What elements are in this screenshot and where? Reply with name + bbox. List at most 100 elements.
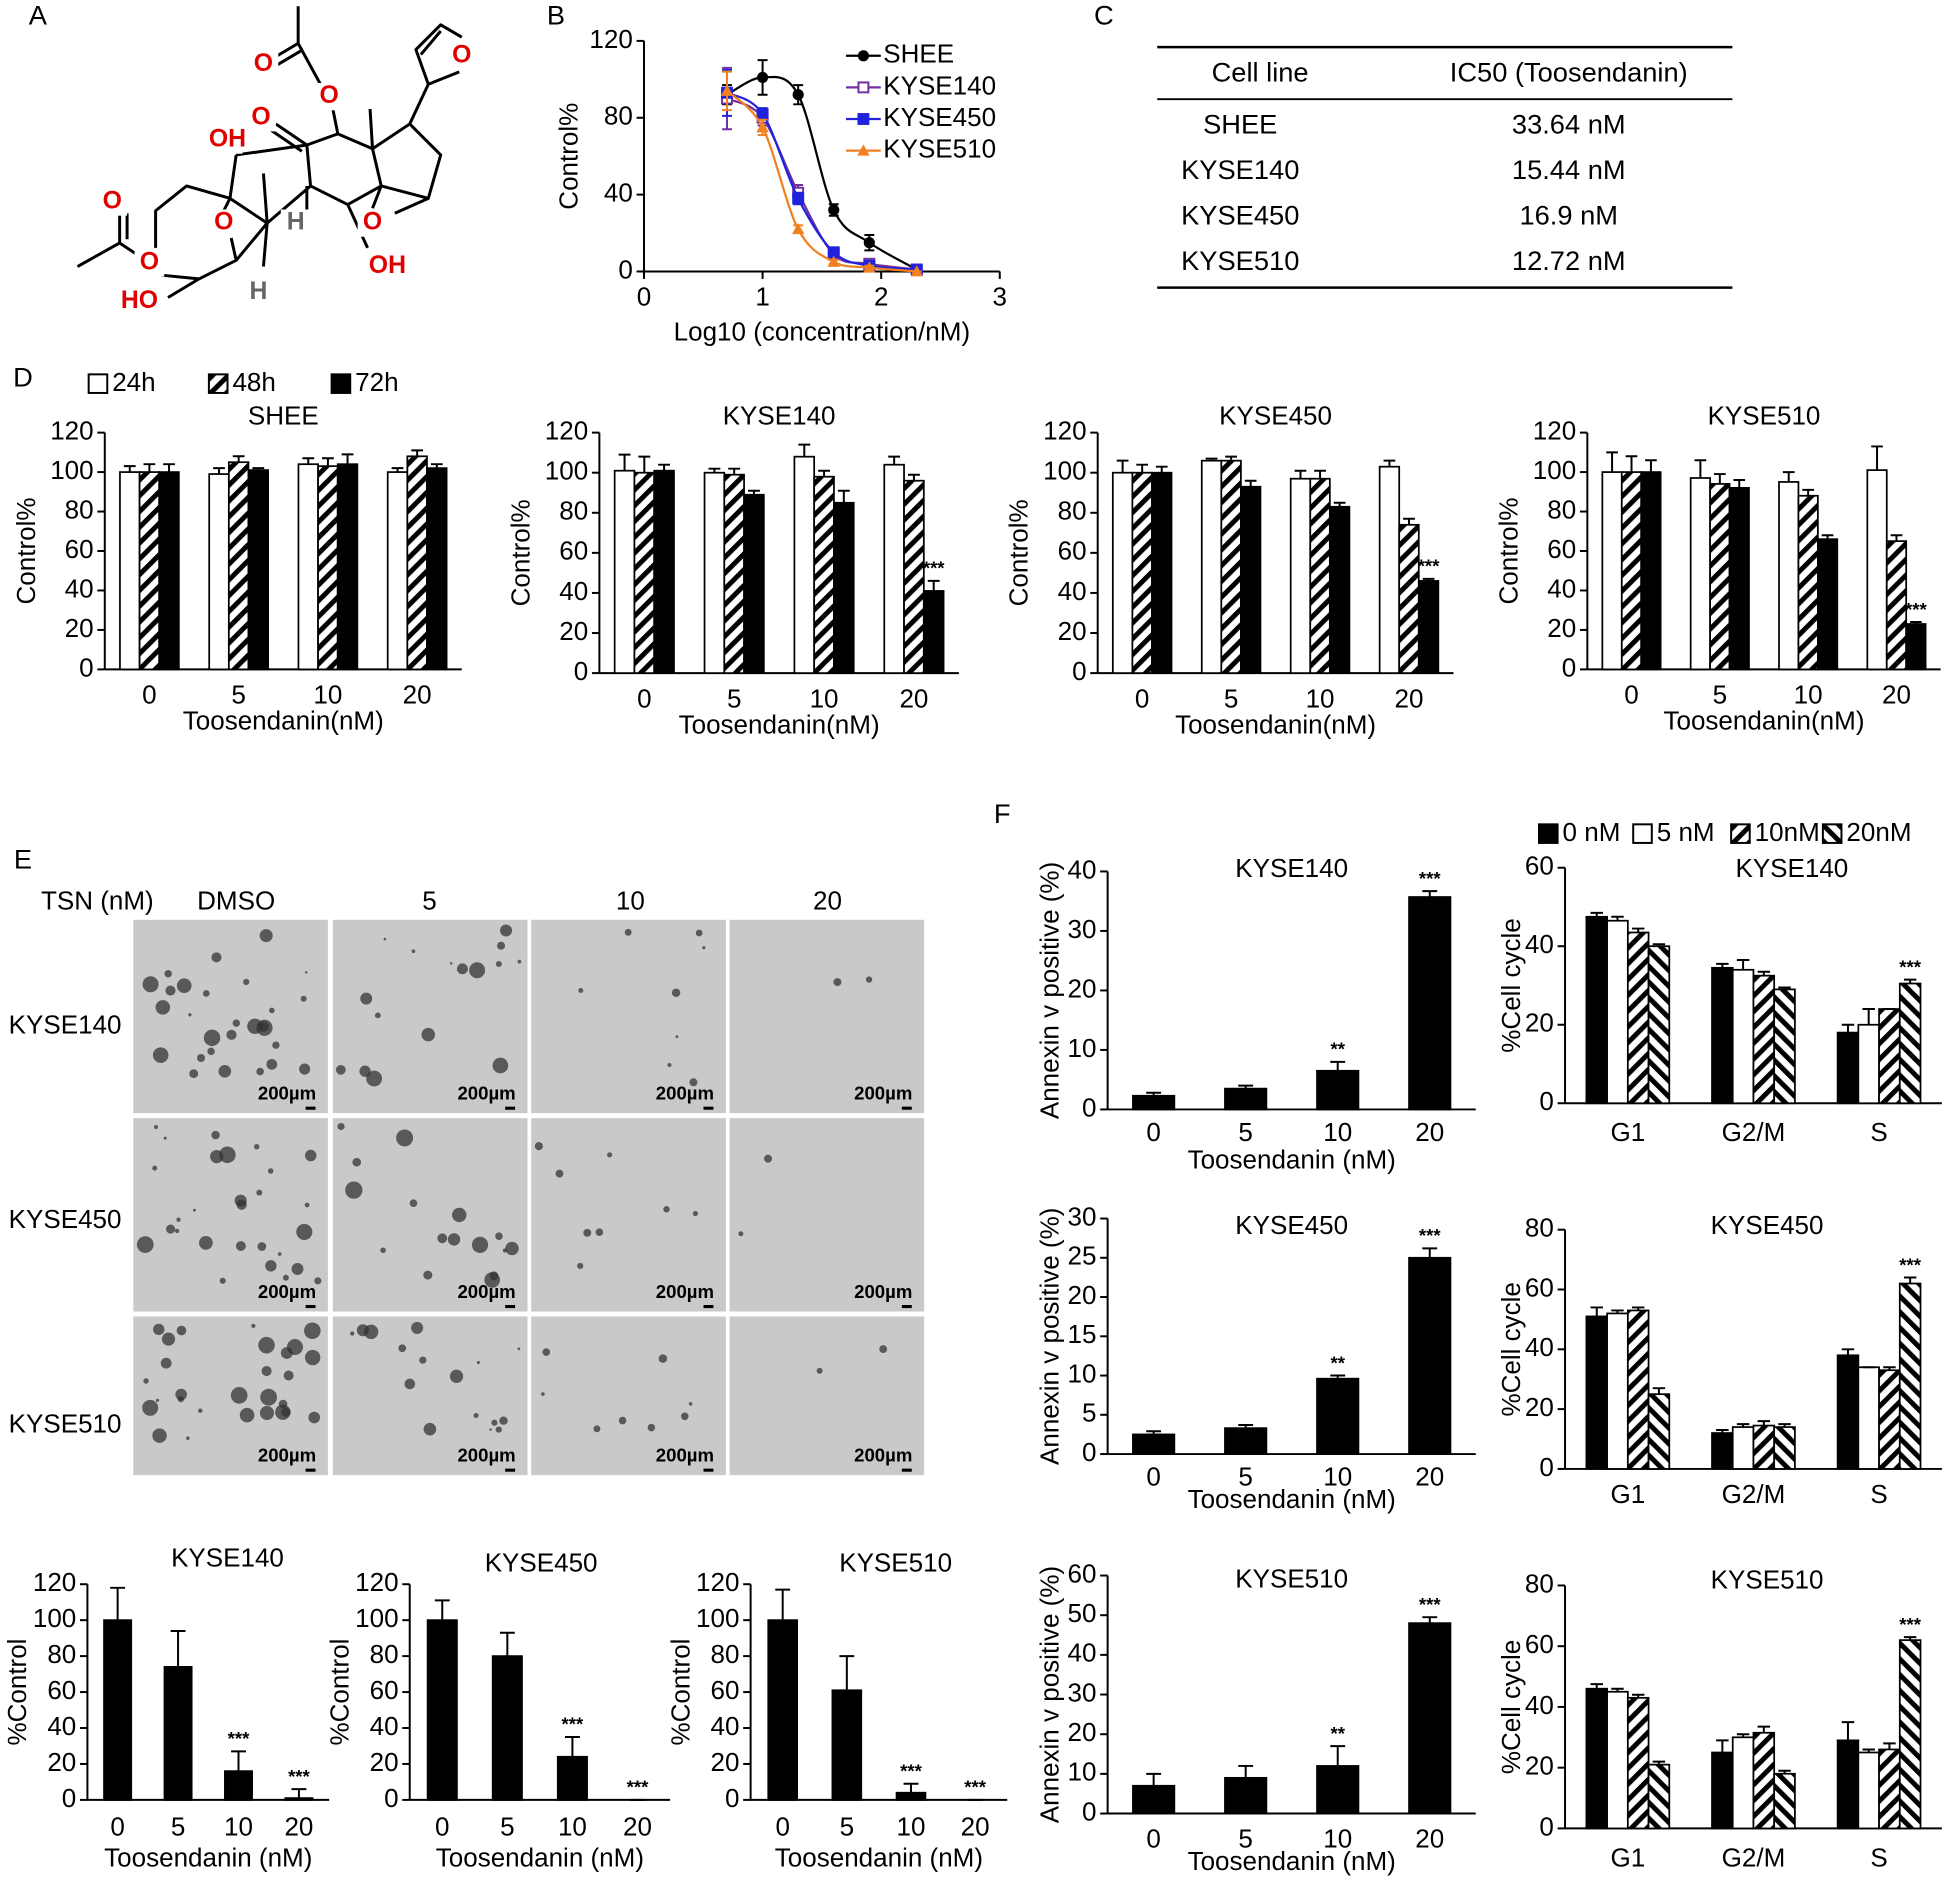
colony [396, 1129, 414, 1147]
bar [1647, 1393, 1671, 1470]
legend-label: 48h [232, 367, 275, 397]
bar [1647, 1763, 1671, 1830]
bar [1626, 1309, 1650, 1470]
colony [419, 1356, 427, 1364]
bar [1857, 1366, 1880, 1470]
colony [153, 1124, 159, 1130]
bar [1709, 483, 1731, 671]
chart-title: KYSE450 [485, 1547, 598, 1577]
colony [500, 924, 513, 937]
y-tick-label: 20 [1068, 973, 1097, 1003]
bar [1836, 1031, 1860, 1105]
colony [136, 1236, 154, 1253]
colony [540, 1392, 545, 1396]
legend-swatch [207, 373, 229, 394]
colony [398, 1344, 407, 1353]
y-tick-label: 120 [589, 24, 632, 54]
bar [1585, 915, 1608, 1105]
colony [265, 1260, 277, 1272]
colony [473, 1412, 479, 1419]
bar [1224, 1087, 1268, 1111]
chart-title: KYSE510 [1235, 1563, 1348, 1593]
bar [813, 475, 835, 674]
colony [235, 1241, 246, 1251]
y-tick-label: 40 [1068, 854, 1097, 884]
legend-swatch [1538, 823, 1559, 844]
y-axis-label: %Cell cycle [1496, 1282, 1526, 1416]
y-tick-label: 120 [355, 1567, 398, 1597]
atom-label: O [214, 209, 233, 236]
x-axis-label: Toosendanin(nM) [679, 709, 880, 739]
error-bar [1238, 1424, 1254, 1429]
bar [1898, 1282, 1922, 1470]
x-axis-label: Toosendanin (nM) [1188, 1484, 1396, 1514]
colony [865, 976, 873, 983]
point [857, 81, 870, 94]
y-tick-label: 60 [1058, 536, 1087, 566]
bar [1328, 505, 1351, 674]
bar [1898, 982, 1922, 1105]
x-tick-label: 20 [1415, 1824, 1444, 1854]
table-cell: KYSE510 [1181, 245, 1299, 276]
x-tick-label: 20 [961, 1811, 990, 1841]
colony [879, 1345, 888, 1354]
error-bar [1778, 1423, 1791, 1428]
error-bar [1422, 1247, 1438, 1258]
bar [1816, 538, 1839, 671]
legend-label: 0 nM [1563, 817, 1621, 847]
colony [404, 1378, 416, 1390]
bar [1689, 477, 1711, 671]
atom-label: H [250, 278, 268, 305]
y-tick-label: 0 [1082, 1092, 1096, 1122]
error-bar [708, 467, 721, 473]
colony [296, 1223, 313, 1240]
colony [197, 1053, 206, 1062]
x-tick-label: 20 [1395, 683, 1424, 713]
colony [471, 1236, 489, 1253]
point [720, 84, 734, 96]
x-tick-label: 0 [637, 282, 651, 312]
bar [613, 469, 636, 674]
bar [297, 463, 319, 671]
error-bar [231, 1750, 246, 1772]
legend-swatch [330, 373, 352, 394]
error-bar [1652, 1760, 1666, 1765]
x-axis-label: Toosendanin(nM) [1175, 709, 1376, 739]
colony [624, 928, 632, 936]
error-bar [1606, 451, 1618, 473]
x-tick-label: 5 [727, 683, 741, 713]
colony [499, 1416, 508, 1425]
atom-bg [97, 188, 128, 216]
y-tick-label: 50 [1068, 1598, 1097, 1628]
error-bar [1146, 1430, 1162, 1435]
y-tick-label: 40 [1547, 573, 1576, 603]
colony [337, 1122, 345, 1131]
colony [671, 988, 681, 997]
legend-label: KYSE450 [883, 102, 996, 132]
error-bar [1238, 1764, 1254, 1778]
x-axis-label: Log10 (concentration/nM) [674, 316, 970, 346]
point [756, 121, 769, 133]
x-tick-label: 5 [840, 1811, 854, 1841]
table-cell: 33.64 nM [1512, 109, 1626, 140]
significance-label: *** [1899, 1614, 1921, 1635]
x-tick-label: G2/M [1722, 1842, 1786, 1872]
y-tick-label: 80 [559, 496, 588, 526]
colony [495, 1426, 502, 1433]
colony [502, 1248, 507, 1253]
y-tick-label: 0 [1562, 652, 1576, 682]
legend-swatch [1730, 823, 1751, 844]
bar [1606, 1312, 1629, 1470]
panel-label: A [29, 0, 48, 31]
bar [1711, 1751, 1734, 1830]
chart-title: KYSE510 [1708, 401, 1821, 431]
colony [304, 1322, 321, 1340]
y-tick-label: 60 [711, 1675, 740, 1705]
atom-label: O [452, 41, 471, 68]
colony [352, 1157, 362, 1167]
x-tick-label: 10 [1306, 683, 1335, 713]
bar [1797, 494, 1819, 671]
atom-bg [212, 126, 243, 154]
point [756, 107, 769, 120]
colony [764, 1154, 773, 1163]
